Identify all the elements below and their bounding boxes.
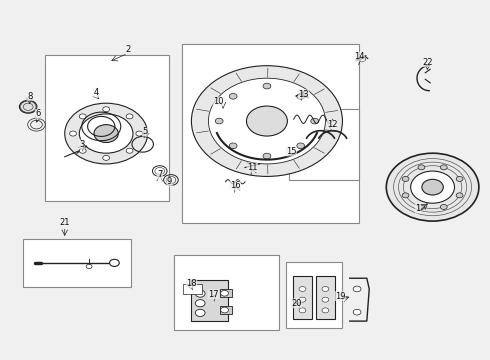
Circle shape (246, 106, 288, 136)
Text: 6: 6 (35, 109, 41, 118)
Circle shape (441, 204, 447, 210)
Circle shape (136, 131, 143, 136)
Text: 5: 5 (143, 127, 148, 136)
Circle shape (441, 165, 447, 170)
Circle shape (229, 94, 237, 99)
Text: 11: 11 (247, 163, 258, 172)
Circle shape (322, 287, 329, 292)
Circle shape (386, 153, 479, 221)
Circle shape (422, 179, 443, 195)
Circle shape (126, 148, 133, 153)
Circle shape (208, 78, 325, 164)
Circle shape (311, 118, 319, 124)
Circle shape (215, 118, 223, 124)
Text: 20: 20 (291, 299, 301, 308)
Circle shape (263, 153, 271, 159)
Text: 3: 3 (79, 140, 84, 149)
Text: 13: 13 (298, 90, 309, 99)
Circle shape (297, 143, 305, 149)
Circle shape (418, 204, 425, 210)
Circle shape (79, 114, 133, 153)
Circle shape (456, 193, 463, 198)
Text: 19: 19 (335, 292, 345, 301)
Circle shape (220, 291, 228, 296)
Circle shape (103, 107, 110, 112)
Text: 12: 12 (327, 120, 338, 129)
Text: 2: 2 (125, 45, 131, 54)
Circle shape (20, 100, 37, 113)
Bar (293, 276, 312, 319)
Circle shape (456, 176, 463, 181)
Circle shape (220, 307, 228, 313)
Circle shape (411, 171, 455, 203)
Text: 15: 15 (286, 147, 296, 156)
Circle shape (263, 83, 271, 89)
Text: 14: 14 (354, 52, 365, 61)
Text: 16: 16 (230, 181, 241, 190)
Circle shape (65, 103, 147, 164)
Circle shape (86, 264, 92, 269)
Circle shape (110, 259, 119, 266)
Circle shape (353, 309, 361, 315)
Bar (287, 262, 343, 328)
Circle shape (402, 193, 409, 198)
Circle shape (299, 297, 306, 302)
Bar (45, 55, 170, 202)
Bar (316, 276, 335, 319)
Circle shape (322, 297, 329, 302)
Bar (192, 280, 228, 321)
Circle shape (402, 176, 409, 181)
Text: 10: 10 (213, 97, 223, 106)
Circle shape (322, 308, 329, 313)
Circle shape (192, 66, 343, 176)
Text: 4: 4 (94, 88, 99, 97)
Bar (174, 255, 279, 330)
Circle shape (418, 165, 425, 170)
Circle shape (229, 143, 237, 149)
Circle shape (79, 114, 86, 119)
Circle shape (126, 114, 133, 119)
Circle shape (299, 287, 306, 292)
Text: 1: 1 (416, 204, 420, 213)
Circle shape (196, 300, 205, 307)
Text: 17: 17 (208, 290, 219, 299)
Text: 18: 18 (186, 279, 196, 288)
Text: 22: 22 (422, 58, 433, 67)
Text: 7: 7 (157, 170, 162, 179)
Bar (220, 289, 232, 297)
Circle shape (297, 94, 305, 99)
Circle shape (299, 308, 306, 313)
Circle shape (94, 125, 118, 143)
Bar (183, 284, 202, 294)
Circle shape (196, 290, 205, 297)
Bar (220, 306, 232, 314)
Circle shape (353, 286, 361, 292)
Circle shape (196, 309, 205, 316)
Bar (289, 109, 360, 180)
Circle shape (103, 156, 110, 160)
Bar (24, 239, 130, 287)
Circle shape (70, 131, 76, 136)
Circle shape (79, 148, 86, 153)
Text: 21: 21 (59, 219, 70, 228)
Text: 8: 8 (27, 91, 32, 100)
Text: 9: 9 (167, 177, 172, 186)
Bar (182, 44, 360, 223)
